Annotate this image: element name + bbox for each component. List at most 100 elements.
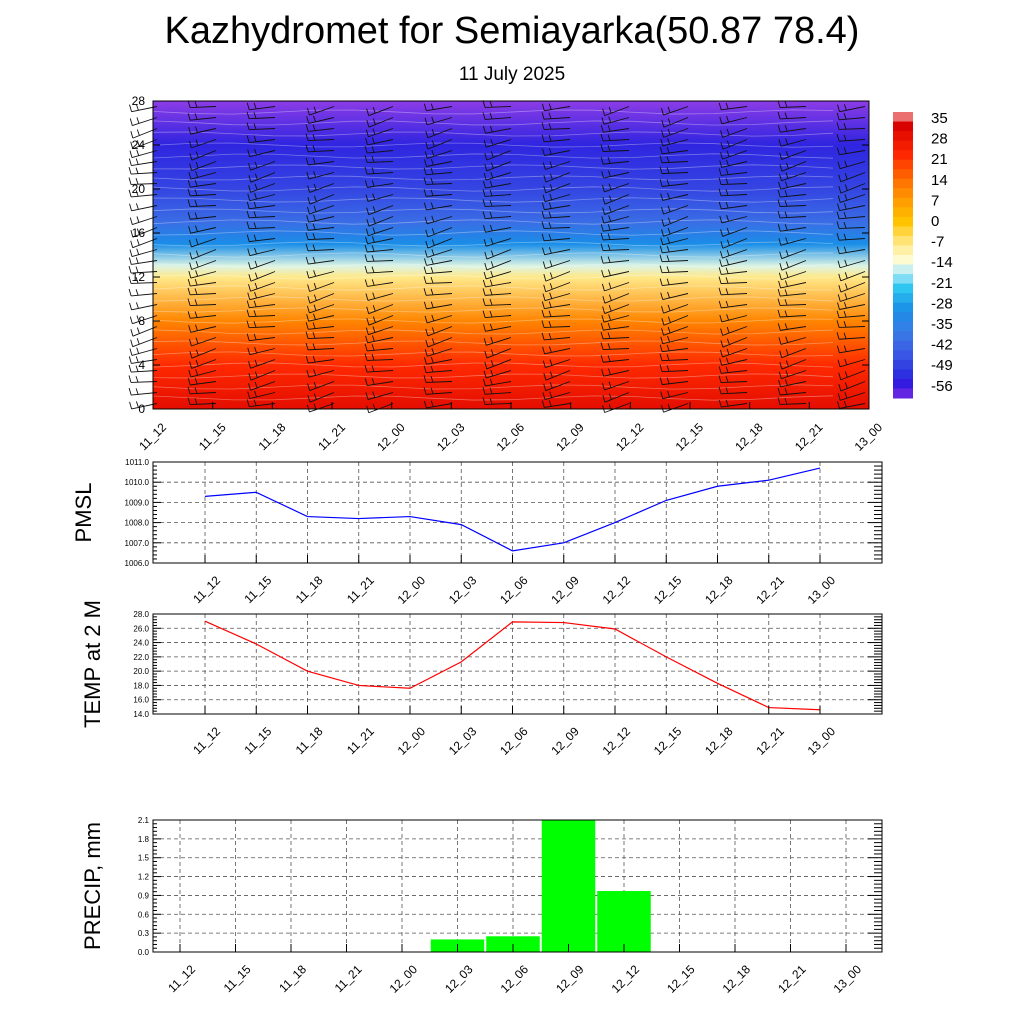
wind-barb [659, 254, 689, 263]
wind-barb [187, 180, 217, 188]
x-tick-label: 11_21 [344, 573, 377, 606]
wind-barb [661, 315, 689, 326]
wind-barb [542, 193, 571, 203]
wind-barb [718, 177, 748, 186]
wind-barb [423, 189, 453, 197]
wind-barb [366, 117, 394, 128]
temp-panel: 14.0 16.0 18.0 20.0 22.0 24.0 26.0 28.0 11_12 11_… [80, 600, 883, 758]
wind-barb [482, 112, 512, 120]
wind-barb [718, 168, 748, 176]
x-tick-label: 12_06 [498, 962, 532, 996]
colorbar-swatch [893, 207, 913, 218]
wind-barb [661, 216, 689, 227]
wind-barb [366, 106, 394, 117]
wind-barb [659, 155, 689, 164]
wind-barb [366, 315, 394, 326]
contour-line [152, 186, 834, 192]
y-tick-label: 0.6 [138, 910, 150, 919]
y-tick-label: 28 [132, 94, 146, 108]
x-tick-label: 12_12 [613, 420, 647, 454]
wind-barb [777, 323, 807, 331]
y-tick-label: 20.0 [133, 667, 149, 676]
wind-barb [425, 238, 453, 249]
wind-barb [778, 370, 807, 380]
wind-barb [600, 355, 630, 363]
wind-barb [659, 364, 689, 373]
wind-barb [720, 238, 748, 249]
wind-barb [541, 301, 571, 309]
wind-barb [718, 201, 748, 210]
wind-barb [602, 392, 630, 403]
wind-barb [482, 211, 512, 219]
y-tick-label: 0.0 [138, 948, 150, 957]
wind-barb [542, 292, 571, 302]
precip-panel: 0.0 0.3 0.6 0.9 1.2 1.5 1.8 2.1 11_12 11_15 11_18 1… [80, 816, 883, 996]
x-tick-label: 13_00 [805, 573, 839, 607]
wind-barb [423, 276, 453, 284]
wind-barb [720, 128, 748, 138]
wind-barb [778, 271, 807, 281]
y-tick-label: 20 [132, 182, 146, 196]
wind-barb [837, 293, 866, 302]
wind-barb [364, 343, 394, 352]
wind-barb [718, 386, 748, 395]
wind-barb [836, 345, 866, 354]
wind-barb [777, 387, 807, 396]
colorbar-swatch [893, 302, 913, 313]
wind-barb [188, 171, 217, 180]
contour-line [152, 109, 834, 115]
x-tick-label: 12_21 [753, 724, 787, 758]
wind-barb [779, 150, 807, 161]
wind-barb [425, 128, 453, 139]
wind-barb [423, 400, 453, 409]
wind-barb [423, 375, 453, 383]
wind-barb [425, 337, 453, 348]
wind-barb [720, 326, 748, 336]
wind-barb [424, 116, 453, 126]
wind-barb [660, 291, 689, 301]
wind-barb [246, 102, 276, 111]
x-tick-label: 12_12 [600, 573, 634, 607]
x-tick-label: 12_12 [609, 962, 643, 996]
wind-barb [659, 278, 689, 287]
wind-barb [837, 302, 866, 310]
wind-barb [837, 400, 866, 409]
wind-barb [307, 106, 335, 116]
x-tick-label: 13_00 [805, 724, 839, 758]
wind-barb [307, 194, 335, 205]
heatmap-x-labels: 11_12 11_15 11_18 11_21 12_00 12_03 12_06 12_09… [136, 420, 885, 454]
wind-barb [305, 331, 335, 339]
wind-barb [541, 211, 571, 219]
wind-barb [837, 392, 866, 401]
wind-barb [836, 147, 866, 156]
y-tick-label: 24.0 [133, 639, 149, 648]
x-tick-label: 13_00 [852, 420, 886, 454]
wind-barb [424, 314, 453, 324]
colorbar-label: 0 [931, 213, 939, 230]
x-tick-label: 12_21 [775, 962, 809, 996]
y-tick-label: 1.8 [138, 835, 150, 844]
wind-barb [718, 267, 748, 275]
wind-barb [542, 359, 571, 369]
wind-barb [836, 112, 866, 121]
wind-barb [542, 161, 571, 170]
wind-barb [541, 202, 571, 211]
wind-barb [836, 221, 866, 229]
wind-barb [719, 314, 748, 323]
y-tick-label: 2.1 [138, 816, 150, 825]
wind-barb [837, 203, 866, 212]
wind-barb [601, 368, 630, 377]
wind-barb [364, 166, 394, 175]
wind-barb [779, 359, 807, 370]
wind-barb [660, 390, 689, 400]
precip-panel-frame [152, 819, 883, 953]
wind-barb [777, 100, 807, 108]
precip-bar [597, 891, 651, 952]
colorbar-label: 7 [931, 192, 939, 209]
wind-barb [836, 320, 866, 328]
wind-barb [542, 247, 571, 256]
wind-barb [602, 194, 630, 205]
wind-barb [777, 309, 807, 318]
wind-barb [602, 205, 630, 216]
heatmap-field [153, 101, 869, 409]
